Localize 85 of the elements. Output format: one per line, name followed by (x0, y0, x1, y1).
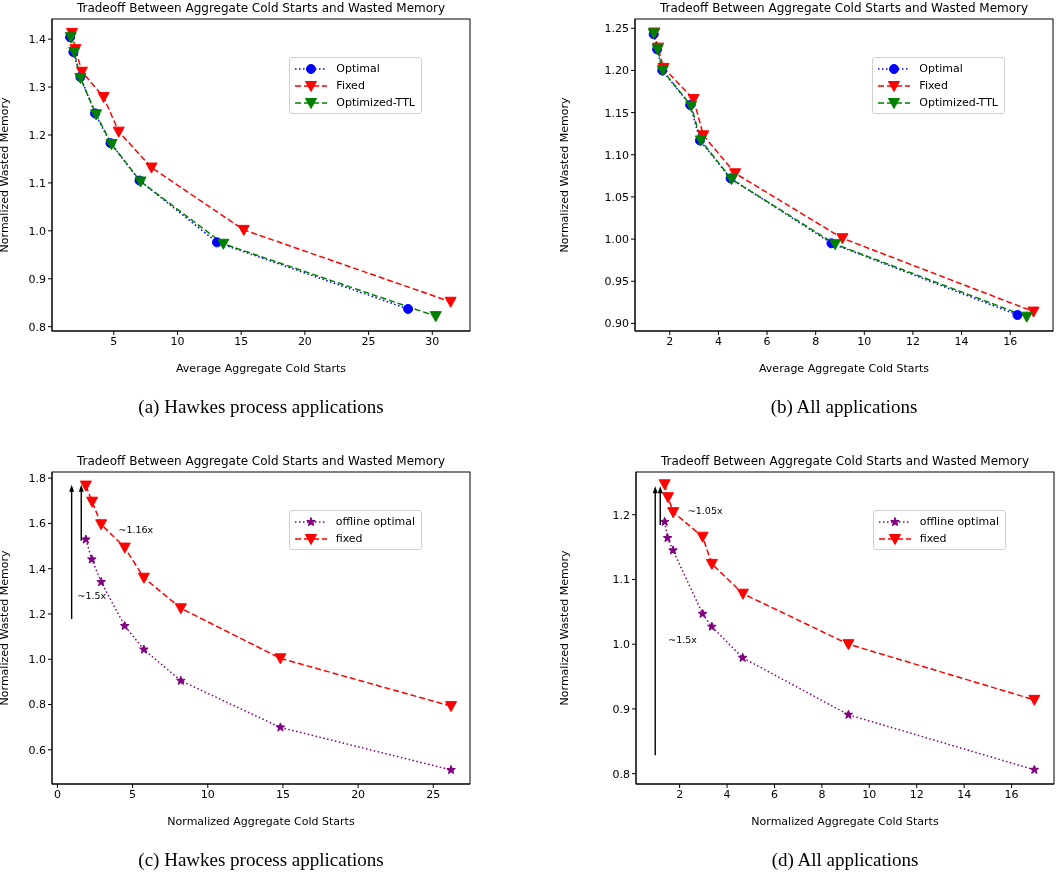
y-tick-label: 1.0 (612, 638, 630, 652)
y-tick-label: 1.10 (604, 148, 629, 162)
text: (d) All applications (770, 849, 920, 871)
x-tick-label: 15 (275, 787, 290, 801)
x-axis-title: Normalized Aggregate Cold Starts (167, 815, 355, 828)
x-tick-label: 10 (170, 334, 185, 348)
x-tick-label: 14 (954, 334, 969, 348)
annotation: ~1.16x (118, 524, 154, 536)
y-tick-label: 1.1 (612, 573, 630, 587)
x-tick-label: 2 (666, 334, 674, 348)
legend-label: offline optimal (335, 515, 415, 528)
x-tick-label: 16 (1004, 787, 1019, 801)
y-tick-label: 1.4 (28, 33, 46, 47)
x-tick-label: 25 (426, 787, 441, 801)
y-axis-title: Normalized Wasted Memory (0, 97, 11, 253)
x-tick-label: 15 (234, 334, 249, 348)
y-tick-label: 1.20 (604, 64, 629, 78)
x-tick-label: 8 (818, 787, 826, 801)
y-tick-label: 0.95 (604, 275, 629, 289)
y-tick-label: 1.2 (28, 607, 46, 621)
text: (c) Hawkes process applications (137, 849, 385, 871)
y-tick-label: 0.9 (28, 272, 46, 286)
x-axis-title: Average Aggregate Cold Starts (758, 362, 930, 375)
y-tick-label: 1.05 (604, 190, 629, 204)
legend-label: Optimal (336, 62, 380, 75)
y-tick-label: 1.2 (28, 128, 46, 142)
y-axis-title: Normalized Wasted Memory (0, 550, 11, 706)
x-tick-label: 5 (110, 334, 118, 348)
chart-title: Tradeoff Between Aggregate Cold Starts and Wasted Memory (659, 453, 1031, 469)
legend-label: Optimized-TTL (919, 96, 998, 109)
y-tick-label: 1.00 (604, 232, 629, 246)
x-tick-label: 4 (714, 334, 722, 348)
y-tick-label: 1.4 (28, 562, 46, 576)
x-tick-label: 12 (909, 787, 924, 801)
x-tick-label: 6 (770, 787, 778, 801)
y-tick-label: 1.2 (612, 508, 630, 522)
x-tick-label: 8 (812, 334, 820, 348)
chart-title: Tradeoff Between Aggregate Cold Starts and Wasted Memory (658, 0, 1030, 16)
y-tick-label: 0.8 (28, 698, 46, 712)
text: (b) All applications (769, 396, 919, 418)
x-tick-label: 25 (361, 334, 376, 348)
x-tick-label: 10 (200, 787, 215, 801)
x-tick-label: 4 (723, 787, 731, 801)
legend-label: fixed (335, 532, 363, 545)
y-tick-label: 0.9 (612, 702, 630, 716)
y-tick-label: 0.8 (28, 320, 46, 334)
y-tick-label: 1.1 (28, 176, 46, 190)
y-axis-title: Normalized Wasted Memory (557, 550, 571, 706)
x-tick-label: 10 (857, 334, 872, 348)
x-tick-label: 0 (53, 787, 61, 801)
annotation: ~1.5x (77, 589, 107, 601)
legend-label: Fixed (919, 79, 948, 92)
x-tick-label: 6 (763, 334, 771, 348)
y-tick-label: 0.8 (612, 767, 630, 781)
x-axis-title: Average Aggregate Cold Starts (175, 362, 347, 375)
y-tick-label: 1.0 (28, 224, 46, 238)
x-tick-label: 14 (957, 787, 972, 801)
legend-label: fixed (919, 532, 947, 545)
y-tick-label: 1.3 (28, 80, 46, 94)
chart-title: Tradeoff Between Aggregate Cold Starts and Wasted Memory (75, 453, 447, 469)
legend-label: Optimized-TTL (336, 96, 415, 109)
x-axis-title: Normalized Aggregate Cold Starts (751, 815, 939, 828)
y-axis-title: Normalized Wasted Memory (557, 97, 571, 253)
y-tick-label: 0.90 (604, 317, 629, 331)
y-tick-label: 1.25 (604, 22, 629, 36)
x-tick-label: 20 (297, 334, 312, 348)
legend-label: offline optimal (919, 515, 999, 528)
x-tick-label: 10 (862, 787, 877, 801)
x-tick-label: 30 (425, 334, 440, 348)
annotation: ~1.05x (687, 504, 723, 516)
x-tick-label: 12 (905, 334, 920, 348)
y-tick-label: 0.6 (28, 743, 46, 757)
text: (a) Hawkes process applications (137, 396, 385, 418)
annotation: ~1.5x (668, 634, 698, 646)
legend-label: Fixed (336, 79, 365, 92)
x-tick-label: 16 (1003, 334, 1018, 348)
x-tick-label: 2 (676, 787, 684, 801)
chart-title: Tradeoff Between Aggregate Cold Starts and Wasted Memory (75, 0, 447, 16)
y-tick-label: 1.15 (604, 106, 629, 120)
y-tick-label: 1.8 (28, 472, 46, 486)
y-tick-label: 1.6 (28, 517, 46, 531)
x-tick-label: 5 (129, 787, 137, 801)
x-tick-label: 20 (351, 787, 366, 801)
y-tick-label: 1.0 (28, 653, 46, 667)
legend-label: Optimal (919, 62, 963, 75)
